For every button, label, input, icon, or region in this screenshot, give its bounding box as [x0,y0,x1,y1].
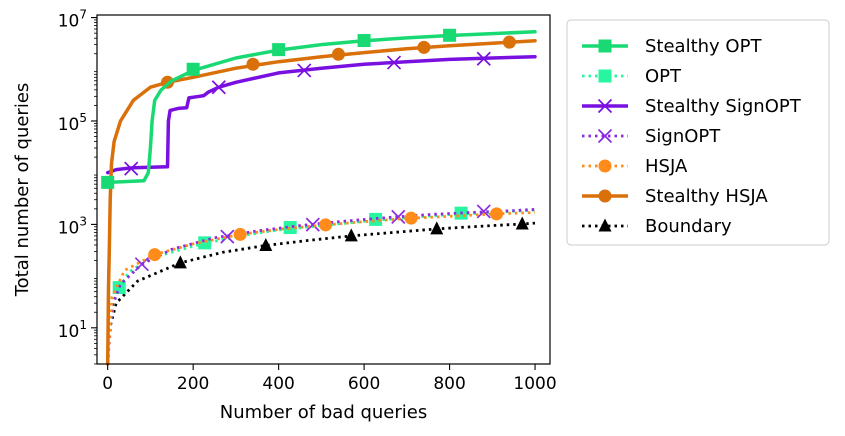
series-line [106,211,536,364]
data-point [386,55,402,70]
legend-frame [566,19,830,246]
series-opt [106,206,536,364]
data-point [233,227,247,241]
legend-marker [597,128,613,144]
legend-marker [598,69,612,83]
axes-layer: 0 200 400 600 800 1000 101 103 105 107 [58,8,557,394]
legend-marker [598,189,612,203]
legend-marker [598,39,612,53]
y-axis-title: Total number of queries [12,83,33,298]
data-point [173,255,187,269]
data-point [148,248,162,262]
data-point [357,34,371,48]
data-point [101,175,115,189]
series-line [106,221,536,364]
series-hsja [106,207,536,364]
legend-item: Stealthy SignOPT [582,96,802,117]
x-tick-label: 200 [177,374,209,394]
data-point [211,80,226,95]
legend-item: SignOPT [582,126,721,147]
data-point [112,281,126,295]
data-point [297,63,312,78]
legend-item: OPT [582,66,682,87]
data-point [502,35,516,49]
legend-item: Stealthy HSJA [582,186,768,207]
x-axis-title: Number of bad queries [220,402,427,423]
x-tick-label: 0 [102,374,113,394]
y-tick-label: 103 [58,214,87,238]
legend-label: Boundary [645,216,732,237]
series-line [106,208,536,364]
data-point [476,51,491,66]
series-layer [101,28,537,366]
x-tick-label: 800 [433,374,465,394]
plot-frame [96,14,551,365]
legend-label: Stealthy HSJA [645,186,768,207]
legend: Stealthy OPT OPT Stealthy SignOPT SignOPT HS… [566,19,830,246]
y-tick-label: 107 [58,8,87,32]
legend-marker [598,159,612,173]
data-point [220,229,235,244]
data-point [319,218,333,232]
series-line [106,208,536,365]
legend-marker [598,218,612,232]
series-line [105,54,537,175]
legend-item: Stealthy OPT [582,36,762,57]
series-line [105,39,537,366]
data-point [134,257,149,272]
data-point [476,204,491,219]
data-point [198,236,212,250]
data-point [515,216,529,230]
legend-label: Stealthy OPT [645,36,762,57]
legend-item: Boundary [582,216,732,237]
series-stealthy-signopt [105,51,537,176]
x-tick-label: 1000 [513,374,556,394]
legend-label: SignOPT [645,126,721,147]
y-tick-label: 101 [58,318,87,342]
data-point [331,47,345,61]
legend-label: Stealthy SignOPT [645,96,802,117]
x-tick-label: 600 [348,374,380,394]
data-point [490,207,504,221]
data-point [344,228,358,242]
legend-label: OPT [645,66,682,87]
data-point [259,238,273,252]
data-point [417,40,431,54]
data-point [272,43,286,57]
data-point [391,209,406,224]
legend-marker [597,98,613,114]
series-stealthy-hsja [105,35,537,366]
data-point [186,62,200,76]
series-line [105,30,537,185]
data-point [124,161,139,176]
legend-item: HSJA [582,156,688,177]
data-point [305,217,320,232]
legend-label: HSJA [645,156,688,177]
data-point [369,212,383,226]
series-boundary [106,216,536,364]
data-point [430,221,444,235]
series-signopt [106,204,536,365]
y-tick-label: 105 [58,111,87,135]
data-point [246,57,260,71]
data-point [404,211,418,225]
series-stealthy-opt [101,28,537,189]
data-point [443,28,457,42]
x-tick-label: 400 [262,374,294,394]
